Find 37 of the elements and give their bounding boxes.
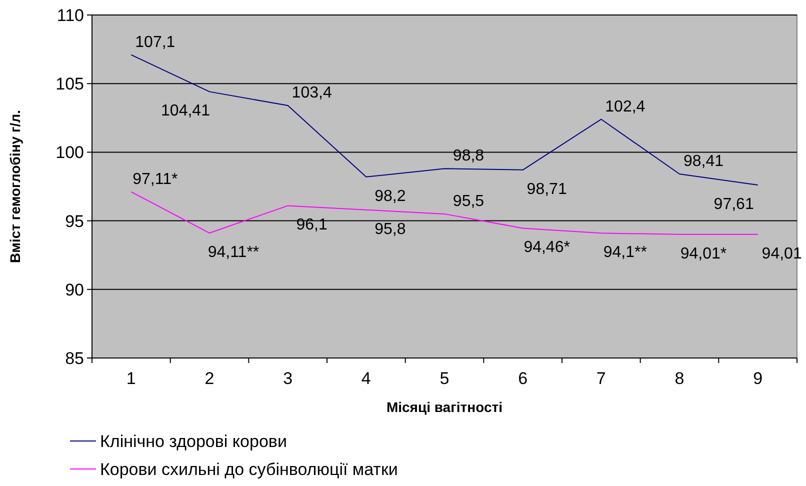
- data-label: 107,1: [135, 34, 176, 51]
- x-tick-label: 7: [596, 369, 606, 388]
- data-label: 94,46*: [524, 239, 570, 256]
- y-tick-label: 90: [65, 280, 84, 300]
- data-label: 103,4: [292, 84, 332, 102]
- x-tick-label: 2: [204, 369, 214, 388]
- legend-label: Корови схильні до субінволюції матки: [100, 460, 398, 479]
- data-label: 96,1: [296, 216, 328, 234]
- data-label: 104,41: [161, 102, 210, 120]
- x-tick-label: 4: [361, 369, 371, 388]
- x-axis-title: Місяці вагітності: [386, 399, 503, 415]
- data-label: 95,8: [374, 220, 406, 238]
- y-tick-label: 105: [56, 74, 84, 94]
- data-label: 94,1**: [603, 244, 647, 262]
- x-tick-label: 6: [518, 369, 528, 388]
- x-tick-label: 9: [753, 369, 763, 388]
- data-label: 98,41: [683, 153, 724, 170]
- data-label: 95,5: [452, 192, 484, 210]
- data-label: 98,2: [374, 188, 406, 205]
- y-tick-label: 100: [56, 143, 84, 162]
- y-tick-label: 85: [65, 349, 84, 368]
- x-tick-label: 3: [283, 369, 293, 388]
- data-label: 102,4: [605, 98, 646, 116]
- x-tick-label: 8: [674, 369, 684, 388]
- y-tick-label: 95: [65, 212, 84, 231]
- x-tick-label: 5: [440, 369, 450, 388]
- y-axis-title: Вміст гемоглобіну г/л.: [7, 110, 23, 263]
- data-label: 97,61: [714, 196, 754, 213]
- legend-label: Клінічно здорові корови: [100, 432, 287, 451]
- data-label: 98,71: [526, 180, 567, 198]
- y-tick-label: 110: [56, 6, 84, 25]
- data-label: 94,11**: [208, 244, 260, 262]
- data-label: 97,11*: [132, 170, 178, 188]
- data-label: 94,01*: [680, 245, 727, 262]
- data-label: 98,8: [452, 148, 484, 165]
- data-label: 94,01: [762, 245, 802, 262]
- x-tick-label: 1: [126, 369, 136, 388]
